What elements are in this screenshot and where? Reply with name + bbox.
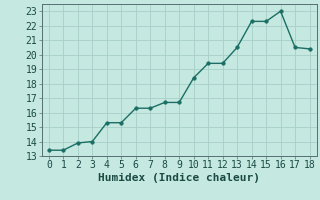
X-axis label: Humidex (Indice chaleur): Humidex (Indice chaleur)	[98, 173, 260, 183]
